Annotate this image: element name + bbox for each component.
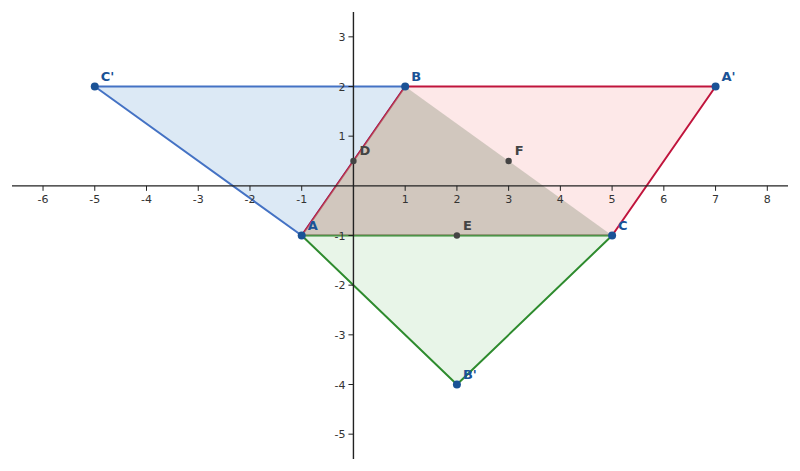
chart-svg: -6 -5 -4 -3 -2 -1 1 2 3 4 5 6 7 8 -5 -4 -3 -2 -1 1 2 3 B A C A' B'… [0,0,800,471]
y-tick-label: 1 [338,130,345,143]
y-tick-label: -5 [334,428,345,441]
x-tick [456,186,457,191]
x-tick-label: -1 [296,193,307,206]
y-tick [348,86,353,87]
x-tick-label: 7 [712,193,719,206]
point [505,158,511,164]
axes: -6 -5 -4 -3 -2 -1 1 2 3 4 5 6 7 8 -5 -4 -3 -2 -1 1 2 3 [12,12,788,459]
x-tick [249,186,250,191]
x-tick [301,186,302,191]
point-labels: B A C A' B' C' D E F [101,69,736,382]
point [454,232,460,238]
y-tick [348,384,353,385]
y-tick-label: -1 [334,230,345,243]
polygon [302,87,612,236]
points [91,83,720,389]
page: {"chart_data": {"type": "scatter", "xlim… [0,0,800,471]
x-tick [405,186,406,191]
x-tick-label: 2 [453,193,460,206]
plot-area [95,87,716,385]
point-label: D [359,143,370,158]
x-tick-label: -5 [89,193,100,206]
x-tick-label: -3 [193,193,204,206]
chart-container: -6 -5 -4 -3 -2 -1 1 2 3 4 5 6 7 8 -5 -4 -3 -2 -1 1 2 3 B A C A' B'… [0,0,800,471]
point-label: C' [101,69,115,84]
y-tick-label: -2 [334,279,345,292]
x-tick-label: 5 [609,193,616,206]
x-tick-label: 1 [402,193,409,206]
x-tick-label: 4 [557,193,564,206]
x-tick-label: 8 [764,193,771,206]
y-tick [348,285,353,286]
y-tick-label: 2 [338,81,345,94]
x-tick-label: -4 [141,193,152,206]
point-label: B [411,69,421,84]
x-axis-line [12,185,788,186]
x-tick [663,186,664,191]
point-label: E [463,218,472,233]
point [712,83,720,91]
point [91,83,99,91]
y-tick-label: -4 [334,379,345,392]
polygon [302,87,716,236]
point-label: B' [463,367,477,382]
point [608,232,616,240]
y-tick [348,235,353,236]
point [350,158,356,164]
x-tick [198,186,199,191]
x-tick [508,186,509,191]
x-tick [146,186,147,191]
point [453,381,461,389]
point-label: F [515,143,524,158]
point-label: C [618,218,628,233]
y-tick [348,36,353,37]
y-tick [348,136,353,137]
x-tick [612,186,613,191]
x-tick-label: 6 [660,193,667,206]
y-tick-label: -3 [334,329,345,342]
x-tick-label: -2 [244,193,255,206]
point-label: A' [722,69,736,84]
x-tick [560,186,561,191]
polygon [302,236,612,385]
x-tick-label: -6 [38,193,49,206]
point [401,83,409,91]
x-tick [767,186,768,191]
x-tick-label: 3 [505,193,512,206]
point-label: A [308,218,318,233]
x-tick [715,186,716,191]
point [298,232,306,240]
y-tick-label: 3 [338,31,345,44]
x-tick [43,186,44,191]
x-tick [94,186,95,191]
y-tick [348,434,353,435]
y-tick [348,334,353,335]
